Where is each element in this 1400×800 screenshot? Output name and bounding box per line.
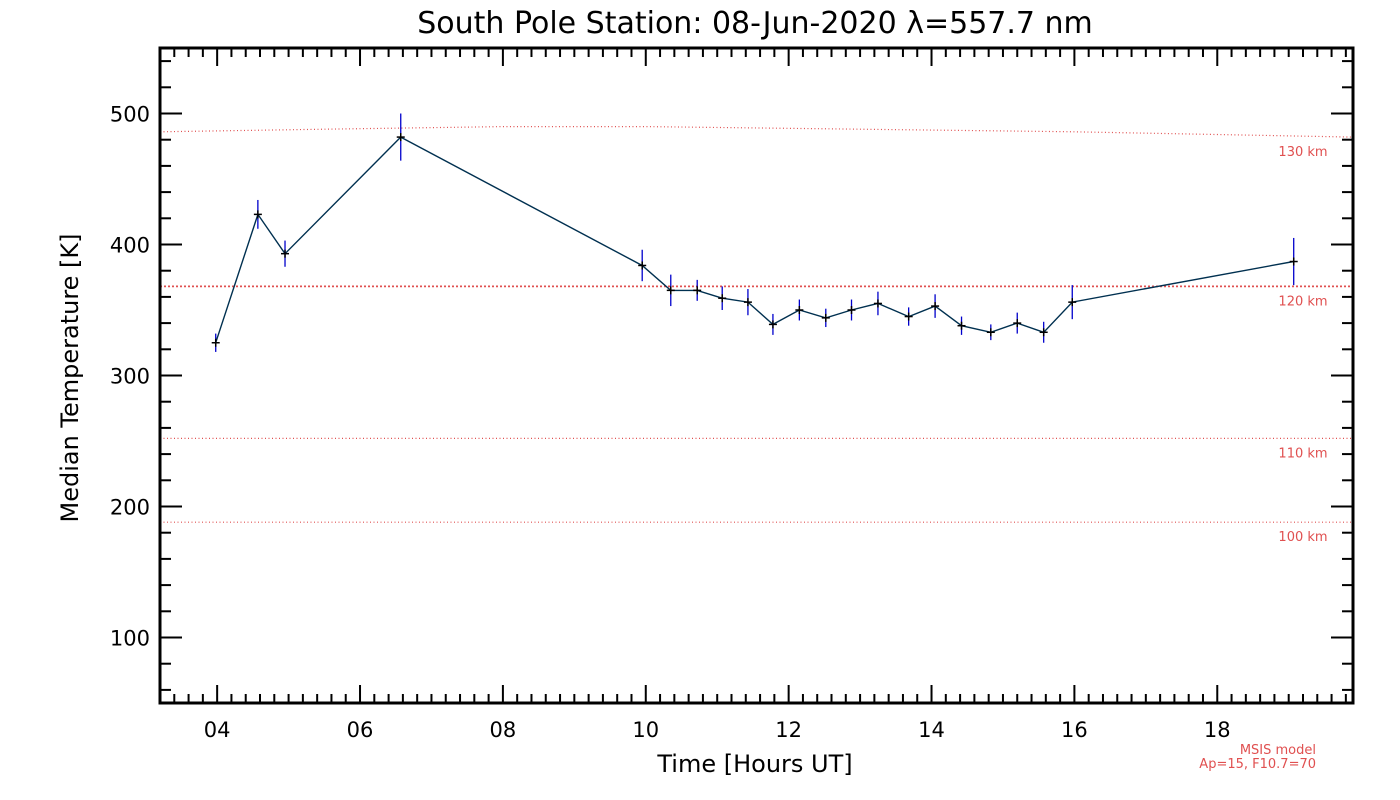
data-point [1013,319,1022,328]
data-point [986,328,995,337]
reference-label-120-km: 120 km [1278,294,1327,309]
data-point [768,320,777,329]
data-point [743,298,752,307]
data-point [873,299,882,308]
data-series [211,113,1298,352]
reference-label-130-km: 130 km [1278,145,1327,160]
y-axis-label: Median Temperature [K] [56,233,84,522]
data-point [666,286,675,295]
model-note-line-2: Ap=15, F10.7=70 [1199,757,1316,772]
y-tick-labels: 100 200 300 400 500 [110,103,150,651]
data-point [847,306,856,314]
x-tick-label: 10 [632,718,659,742]
x-tick-label: 16 [1061,718,1088,742]
data-point [1289,257,1298,266]
y-tick-label: 100 [110,627,150,651]
reference-lines: 130 km 120 km 110 km 100 km [159,125,1354,545]
data-point [1039,328,1048,337]
axis-ticks [159,48,1353,703]
x-tick-label: 12 [775,718,802,742]
data-point [638,261,647,270]
data-point [1068,298,1077,307]
data-point [211,338,220,347]
reference-line-130-km [159,125,1354,138]
y-tick-label: 200 [110,496,150,520]
y-tick-label: 400 [110,234,150,258]
model-note-line-1: MSIS model [1240,743,1316,758]
x-tick-labels: 04 06 08 10 12 14 16 18 [204,718,1231,742]
data-point [718,294,727,303]
y-tick-label: 500 [110,103,150,127]
x-tick-label: 18 [1204,718,1231,742]
data-point [795,306,804,314]
data-point [693,286,702,295]
x-tick-label: 08 [490,718,517,742]
x-tick-label: 06 [347,718,374,742]
data-point [957,321,966,330]
reference-label-110-km: 110 km [1278,446,1327,461]
plot-frame [158,46,1355,705]
x-tick-label: 04 [204,718,231,742]
data-point [821,313,830,322]
x-axis-label: Time [Hours UT] [656,750,852,778]
data-point [904,312,913,321]
data-point [396,133,405,142]
x-tick-label: 14 [918,718,945,742]
reference-label-100-km: 100 km [1278,530,1327,545]
data-point [281,249,290,258]
series-line-0 [215,136,1294,343]
y-tick-label: 300 [110,365,150,389]
chart-title: South Pole Station: 08-Jun-2020 λ=557.7 … [417,6,1093,41]
data-point [931,302,940,311]
data-point [253,210,262,219]
